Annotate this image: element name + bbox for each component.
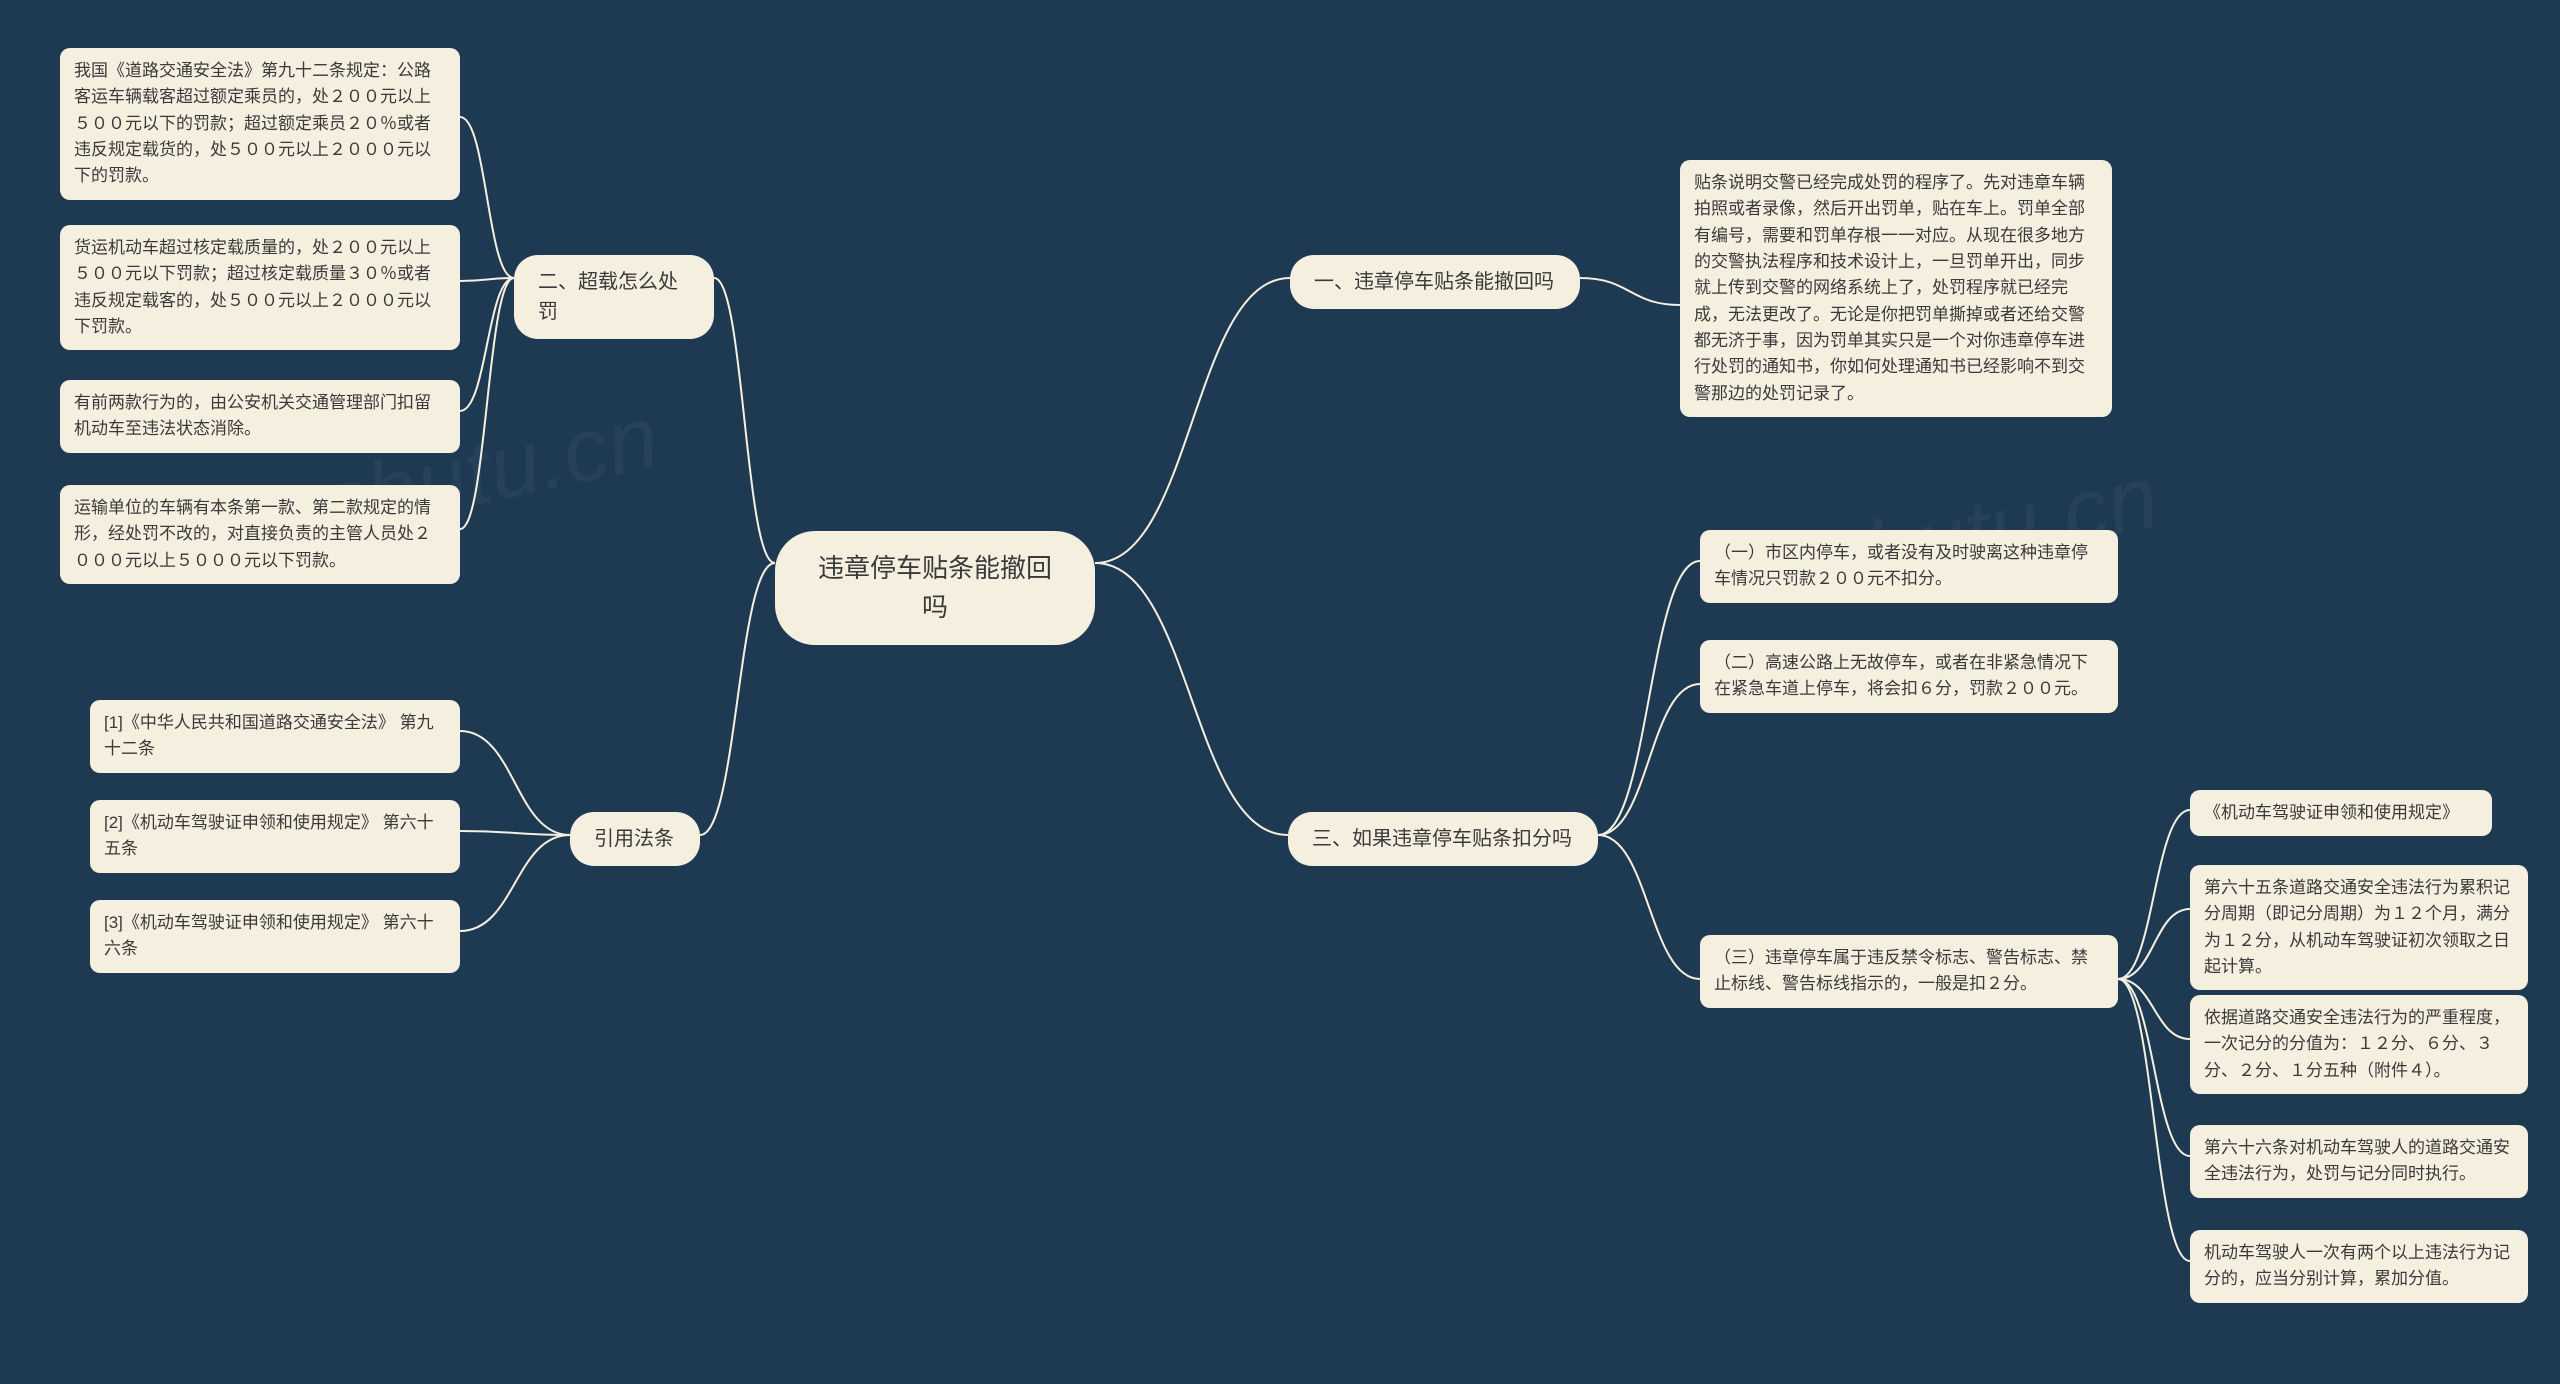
left-branch-1: 引用法条	[570, 812, 700, 866]
left-branch-0: 二、超载怎么处罚	[514, 255, 714, 339]
left-branch-0-leaf-1: 货运机动车超过核定载质量的，处２００元以上５００元以下罚款；超过核定载质量３０％…	[60, 225, 460, 350]
left-branch-1-leaf-0: [1]《中华人民共和国道路交通安全法》 第九十二条	[90, 700, 460, 773]
right-branch-0: 一、违章停车贴条能撤回吗	[1290, 255, 1580, 309]
right-branch-0-leaf-0: 贴条说明交警已经完成处罚的程序了。先对违章车辆拍照或者录像，然后开出罚单，贴在车…	[1680, 160, 2112, 417]
connector-layer	[0, 0, 2560, 1384]
right-branch-1-leaf-2-sub-1: 第六十五条道路交通安全违法行为累积记分周期（即记分周期）为１２个月，满分为１２分…	[2190, 865, 2528, 990]
right-branch-1-leaf-2-sub-4: 机动车驾驶人一次有两个以上违法行为记分的，应当分别计算，累加分值。	[2190, 1230, 2528, 1303]
right-branch-1-leaf-2-sub-2: 依据道路交通安全违法行为的严重程度，一次记分的分值为：１２分、６分、３分、２分、…	[2190, 995, 2528, 1094]
left-branch-0-leaf-0: 我国《道路交通安全法》第九十二条规定：公路客运车辆载客超过额定乘员的，处２００元…	[60, 48, 460, 200]
root-node: 违章停车贴条能撤回吗	[775, 531, 1095, 645]
right-branch-1-leaf-2-sub-0: 《机动车驾驶证申领和使用规定》	[2190, 790, 2492, 836]
right-branch-1-leaf-0: （一）市区内停车，或者没有及时驶离这种违章停车情况只罚款２００元不扣分。	[1700, 530, 2118, 603]
left-branch-1-leaf-1: [2]《机动车驾驶证申领和使用规定》 第六十五条	[90, 800, 460, 873]
right-branch-1-leaf-1: （二）高速公路上无故停车，或者在非紧急情况下在紧急车道上停车，将会扣６分，罚款２…	[1700, 640, 2118, 713]
left-branch-1-leaf-2: [3]《机动车驾驶证申领和使用规定》 第六十六条	[90, 900, 460, 973]
right-branch-1-leaf-2: （三）违章停车属于违反禁令标志、警告标志、禁止标线、警告标线指示的，一般是扣２分…	[1700, 935, 2118, 1008]
right-branch-1: 三、如果违章停车贴条扣分吗	[1288, 812, 1598, 866]
right-branch-1-leaf-2-sub-3: 第六十六条对机动车驾驶人的道路交通安全违法行为，处罚与记分同时执行。	[2190, 1125, 2528, 1198]
left-branch-0-leaf-2: 有前两款行为的，由公安机关交通管理部门扣留机动车至违法状态消除。	[60, 380, 460, 453]
left-branch-0-leaf-3: 运输单位的车辆有本条第一款、第二款规定的情形，经处罚不改的，对直接负责的主管人员…	[60, 485, 460, 584]
